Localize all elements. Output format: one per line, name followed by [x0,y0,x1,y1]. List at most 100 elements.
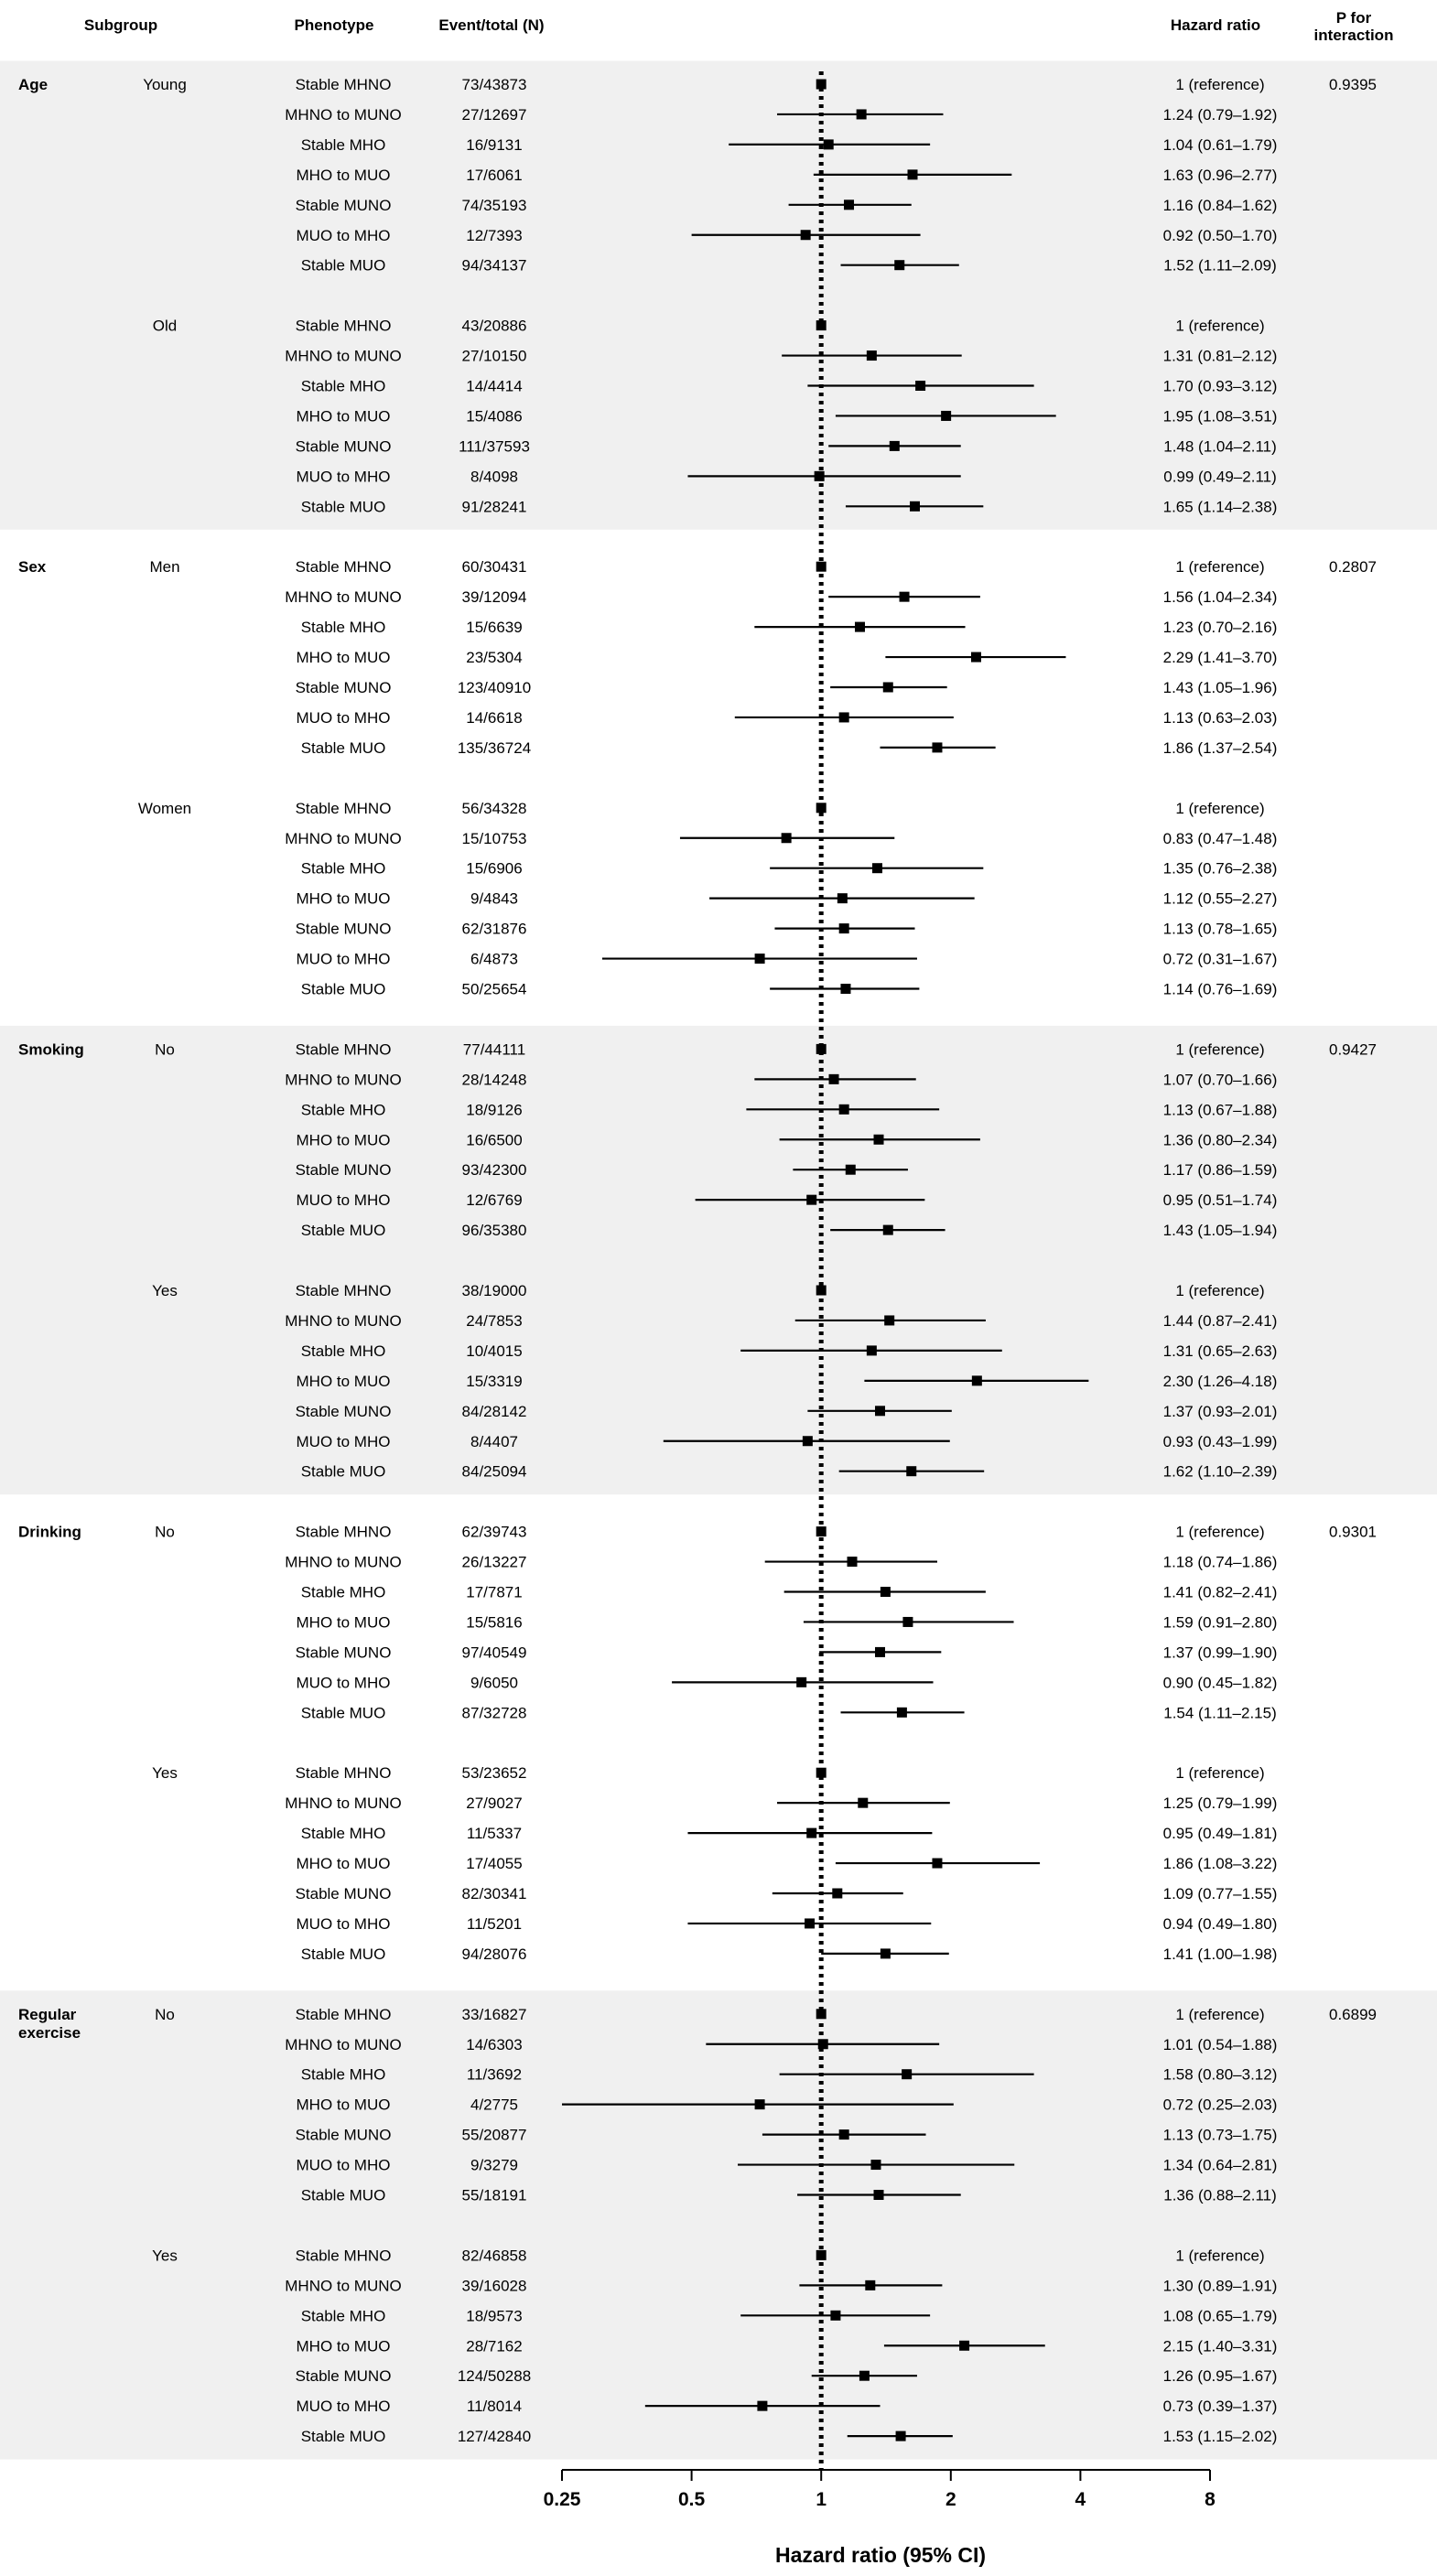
phenotype-label: Stable MUO [301,739,386,757]
hazard-ratio-value: 1.24 (0.79–1.92) [1163,106,1278,124]
hazard-ratio-value: 1.13 (0.73–1.75) [1163,2127,1278,2144]
point-estimate-marker [889,440,900,451]
phenotype-label: Stable MHO [301,136,386,154]
phenotype-label: Stable MUNO [296,1403,392,1420]
point-estimate-marker [941,410,952,421]
point-estimate-marker [830,2310,841,2321]
hazard-ratio-value: 0.90 (0.45–1.82) [1163,1674,1278,1691]
phenotype-label: Stable MUNO [296,1885,392,1902]
hazard-ratio-value: 1 (reference) [1175,1282,1264,1299]
event-total-value: 14/4414 [466,378,522,395]
phenotype-label: MUO to MHO [297,2398,391,2415]
hazard-ratio-value: 1 (reference) [1175,2006,1264,2023]
phenotype-label: MUO to MHO [297,227,391,244]
hazard-ratio-value: 1.26 (0.95–1.67) [1163,2367,1278,2385]
hazard-ratio-value: 1.13 (0.78–1.65) [1163,921,1278,938]
column-headers: Subgroup Phenotype Event/total (N) Hazar… [84,9,1394,44]
phenotype-label: Stable MUO [301,1945,386,1963]
hazard-ratio-value: 1.37 (0.99–1.90) [1163,1644,1278,1661]
hazard-ratio-value: 1.31 (0.81–2.12) [1163,348,1278,365]
phenotype-label: Stable MHO [301,2307,386,2324]
phenotype-label: MHO to MUO [297,2096,391,2114]
hazard-ratio-value: 1.43 (1.05–1.94) [1163,1222,1278,1239]
point-estimate-marker [844,199,855,210]
phenotype-label: Stable MUNO [296,197,392,214]
phenotype-label: MHO to MUO [297,1613,391,1631]
level-label: Women [138,800,191,817]
phenotype-label: MHO to MUO [297,167,391,184]
point-estimate-marker [838,2129,849,2140]
point-estimate-marker [880,1587,891,1597]
event-total-value: 55/20877 [462,2127,527,2144]
hazard-ratio-value: 1 (reference) [1175,800,1264,817]
event-total-value: 82/46858 [462,2247,527,2264]
phenotype-label: Stable MUNO [296,437,392,455]
phenotype-label: MHNO to MUNO [285,106,402,124]
event-total-value: 9/6050 [470,1674,518,1691]
point-estimate-marker [880,1948,891,1959]
point-estimate-marker [838,1104,849,1115]
event-total-value: 23/5304 [466,649,522,666]
event-total-value: 16/9131 [466,136,522,154]
hazard-ratio-value: 1.41 (0.82–2.41) [1163,1584,1278,1601]
phenotype-label: MHNO to MUNO [285,830,402,847]
point-estimate-marker [971,1375,982,1386]
phenotype-label: MHNO to MUNO [285,2036,402,2053]
x-tick-label: 0.25 [544,2489,581,2510]
phenotype-label: Stable MHO [301,2066,386,2084]
hazard-ratio-value: 0.83 (0.47–1.48) [1163,830,1278,847]
event-total-value: 11/5337 [467,1825,522,1842]
event-total-value: 27/9027 [466,1795,522,1812]
subgroup-label: Sex [18,558,47,576]
point-estimate-marker [823,139,834,150]
hazard-ratio-value: 1.31 (0.65–2.63) [1163,1342,1278,1360]
point-estimate-marker [816,1767,827,1778]
phenotype-label: Stable MHNO [296,2247,392,2264]
event-total-value: 124/50288 [458,2367,531,2385]
event-total-value: 94/34137 [462,257,527,275]
event-total-value: 10/4015 [466,1342,522,1360]
point-estimate-marker [896,1707,907,1718]
event-total-value: 73/43873 [462,76,527,93]
subgroup-label: Regular [18,2006,77,2023]
hazard-ratio-value: 1.09 (0.77–1.55) [1163,1885,1278,1902]
phenotype-label: Stable MUNO [296,921,392,938]
event-total-value: 17/6061 [466,167,522,184]
phenotype-label: MHO to MUO [297,1131,391,1148]
event-total-value: 17/7871 [466,1584,522,1601]
event-total-value: 62/39743 [462,1524,527,1541]
hazard-ratio-value: 1.25 (0.79–1.99) [1163,1795,1278,1812]
point-estimate-marker [856,109,867,120]
hazard-ratio-value: 1.36 (0.88–2.11) [1163,2187,1277,2204]
level-label: Men [149,558,179,576]
event-total-value: 15/3319 [466,1373,522,1390]
phenotype-label: Stable MUO [301,1463,386,1481]
event-total-value: 14/6303 [466,2036,522,2053]
event-total-value: 11/3692 [467,2066,522,2084]
point-estimate-marker [757,2400,768,2411]
phenotype-label: Stable MUNO [296,2127,392,2144]
point-estimate-marker [866,1345,877,1356]
event-total-value: 33/16827 [462,2006,527,2023]
point-estimate-marker [828,1073,839,1084]
subgroup-label: Drinking [18,1524,81,1541]
event-total-value: 18/9573 [466,2307,522,2324]
point-estimate-marker [907,169,918,180]
hazard-ratio-value: 1.86 (1.37–2.54) [1163,739,1278,757]
point-estimate-marker [816,1043,827,1054]
level-label: Yes [152,1764,178,1782]
point-estimate-marker [970,652,981,663]
group-band [0,1025,1437,1495]
phenotype-label: MHNO to MUNO [285,1554,402,1571]
hazard-ratio-value: 1.23 (0.70–2.16) [1163,619,1278,636]
phenotype-label: MUO to MHO [297,1191,391,1209]
hazard-ratio-value: 1.70 (0.93–3.12) [1163,378,1278,395]
hazard-ratio-value: 0.99 (0.49–2.11) [1163,468,1277,485]
hazard-ratio-value: 2.30 (1.26–4.18) [1163,1373,1278,1390]
point-estimate-marker [872,863,883,874]
p-interaction-value: 0.9301 [1329,1524,1377,1541]
point-estimate-marker [875,1646,886,1657]
phenotype-label: Stable MHO [301,619,386,636]
event-total-value: 39/12094 [462,588,527,606]
hazard-ratio-value: 1.48 (1.04–2.11) [1163,437,1277,455]
